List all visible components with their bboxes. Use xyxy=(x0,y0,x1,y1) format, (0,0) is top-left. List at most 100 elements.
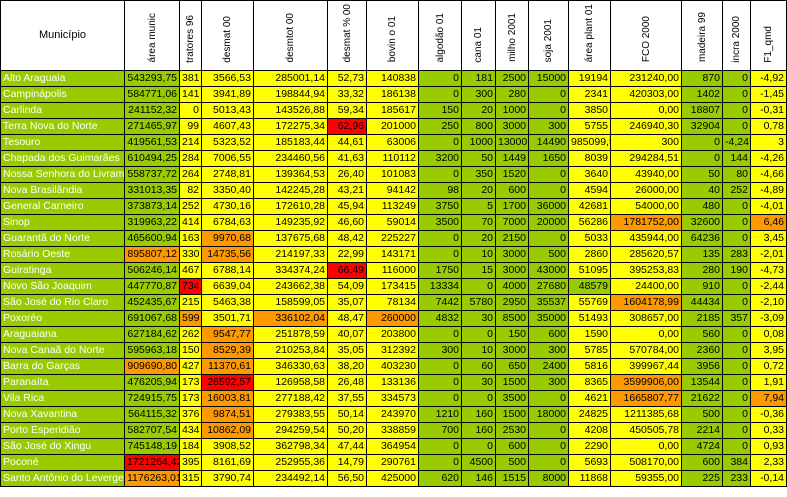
value-cell[interactable]: 59355,00 xyxy=(610,470,682,488)
value-cell[interactable]: 5323,52 xyxy=(201,134,254,152)
municipio-cell[interactable]: Alto Araguaia xyxy=(0,70,125,88)
value-cell[interactable]: 3941,89 xyxy=(201,86,254,104)
value-cell[interactable]: 558737,72 xyxy=(124,166,180,184)
value-cell[interactable]: 334374,24 xyxy=(253,262,328,280)
value-cell[interactable]: 331013,35 xyxy=(124,182,180,200)
value-cell[interactable]: 1000 xyxy=(495,102,529,120)
value-cell[interactable]: 506246,14 xyxy=(124,262,180,280)
value-cell[interactable]: 6788,14 xyxy=(201,262,254,280)
value-cell[interactable]: 5693 xyxy=(568,454,611,472)
column-header[interactable]: desmtot 00 xyxy=(253,0,328,72)
value-cell[interactable]: 3908,52 xyxy=(201,438,254,456)
value-cell[interactable]: 7006,55 xyxy=(201,150,254,168)
value-cell[interactable]: 0 xyxy=(722,342,751,360)
value-cell[interactable]: 33,32 xyxy=(327,86,367,104)
value-cell[interactable]: 0 xyxy=(722,118,751,136)
value-cell[interactable]: 231240,00 xyxy=(610,70,682,88)
value-cell[interactable]: 0 xyxy=(722,70,751,88)
value-cell[interactable]: 62,96 xyxy=(327,118,367,136)
value-cell[interactable]: 137675,68 xyxy=(253,230,328,248)
value-cell[interactable]: 43000 xyxy=(528,262,569,280)
value-cell[interactable]: 985099,50 xyxy=(568,134,611,152)
value-cell[interactable]: 2290 xyxy=(568,438,611,456)
value-cell[interactable]: 38,20 xyxy=(327,358,367,376)
value-cell[interactable]: 15000 xyxy=(528,70,569,88)
value-cell[interactable]: 141 xyxy=(179,86,202,104)
value-cell[interactable]: 3,45 xyxy=(750,230,787,248)
value-cell[interactable]: 24825 xyxy=(568,406,611,424)
value-cell[interactable]: 2860 xyxy=(568,246,611,264)
value-cell[interactable]: 476205,94 xyxy=(124,374,180,392)
value-cell[interactable]: -4,24 xyxy=(722,134,751,152)
municipio-cell[interactable]: Vila Rica xyxy=(0,390,125,408)
value-cell[interactable]: 185183,44 xyxy=(253,134,328,152)
value-cell[interactable]: 41,63 xyxy=(327,150,367,168)
value-cell[interactable]: 895807,12 xyxy=(124,246,180,264)
value-cell[interactable]: 3,95 xyxy=(750,342,787,360)
value-cell[interactable]: 172275,34 xyxy=(253,118,328,136)
municipio-cell[interactable]: Barra do Garças xyxy=(0,358,125,376)
value-cell[interactable]: 0 xyxy=(528,166,569,184)
value-cell[interactable]: 8500 xyxy=(495,310,529,328)
value-cell[interactable]: 50,14 xyxy=(327,406,367,424)
value-cell[interactable]: 172610,28 xyxy=(253,198,328,216)
value-cell[interactable]: 0 xyxy=(722,294,751,312)
column-header[interactable]: bovin o 01 xyxy=(366,0,419,72)
value-cell[interactable]: 225 xyxy=(681,470,723,488)
value-cell[interactable]: 4832 xyxy=(418,310,462,328)
municipio-cell[interactable]: Sinop xyxy=(0,214,125,232)
value-cell[interactable]: 3000 xyxy=(495,246,529,264)
value-cell[interactable]: -2,44 xyxy=(750,278,787,296)
value-cell[interactable]: 465600,94 xyxy=(124,230,180,248)
value-cell[interactable]: 0 xyxy=(418,70,462,88)
value-cell[interactable]: -4,89 xyxy=(750,182,787,200)
value-cell[interactable]: 3350,40 xyxy=(201,182,254,200)
value-cell[interactable]: 3850 xyxy=(568,102,611,120)
value-cell[interactable]: 146 xyxy=(461,470,496,488)
value-cell[interactable]: -0,14 xyxy=(750,470,787,488)
value-cell[interactable]: 564115,32 xyxy=(124,406,180,424)
value-cell[interactable]: 0 xyxy=(722,390,751,408)
value-cell[interactable]: 284 xyxy=(179,150,202,168)
value-cell[interactable]: 10 xyxy=(461,246,496,264)
value-cell[interactable]: 2,33 xyxy=(750,454,787,472)
value-cell[interactable]: 0 xyxy=(418,390,462,408)
value-cell[interactable]: -4,66 xyxy=(750,166,787,184)
value-cell[interactable]: 4594 xyxy=(568,182,611,200)
value-cell[interactable]: 48,42 xyxy=(327,230,367,248)
value-cell[interactable]: 133136 xyxy=(366,374,419,392)
value-cell[interactable]: 3000 xyxy=(495,118,529,136)
value-cell[interactable]: 116000 xyxy=(366,262,419,280)
municipio-cell[interactable]: Novo São Joaquim xyxy=(0,278,125,296)
value-cell[interactable]: 50 xyxy=(681,166,723,184)
value-cell[interactable]: 9970,68 xyxy=(201,230,254,248)
column-header[interactable]: algodão 01 xyxy=(418,0,462,72)
value-cell[interactable]: 0 xyxy=(722,230,751,248)
value-cell[interactable]: 35000 xyxy=(528,310,569,328)
value-cell[interactable]: 1604178,99 xyxy=(610,294,682,312)
value-cell[interactable]: 26000,00 xyxy=(610,182,682,200)
value-cell[interactable]: 63006 xyxy=(366,134,419,152)
value-cell[interactable]: 2400 xyxy=(528,358,569,376)
value-cell[interactable]: 500 xyxy=(681,406,723,424)
value-cell[interactable]: 543293,75 xyxy=(124,70,180,88)
column-header[interactable]: incra 2000 xyxy=(722,0,751,72)
value-cell[interactable]: 5755 xyxy=(568,118,611,136)
value-cell[interactable]: 150 xyxy=(179,342,202,360)
value-cell[interactable]: -1,45 xyxy=(750,86,787,104)
value-cell[interactable]: 243662,38 xyxy=(253,278,328,296)
value-cell[interactable]: 43,21 xyxy=(327,182,367,200)
value-cell[interactable]: 21622 xyxy=(681,390,723,408)
value-cell[interactable]: 0 xyxy=(528,102,569,120)
value-cell[interactable]: 4730,16 xyxy=(201,198,254,216)
municipio-cell[interactable]: Terra Nova do Norte xyxy=(0,118,125,136)
value-cell[interactable]: 185617 xyxy=(366,102,419,120)
value-cell[interactable]: 126958,58 xyxy=(253,374,328,392)
value-cell[interactable]: -2,10 xyxy=(750,294,787,312)
value-cell[interactable]: 3566,53 xyxy=(201,70,254,88)
value-cell[interactable]: 143526,88 xyxy=(253,102,328,120)
value-cell[interactable]: 4208 xyxy=(568,422,611,440)
municipio-cell[interactable]: Guarantã do Norte xyxy=(0,230,125,248)
value-cell[interactable]: 52,73 xyxy=(327,70,367,88)
value-cell[interactable]: 300 xyxy=(461,86,496,104)
